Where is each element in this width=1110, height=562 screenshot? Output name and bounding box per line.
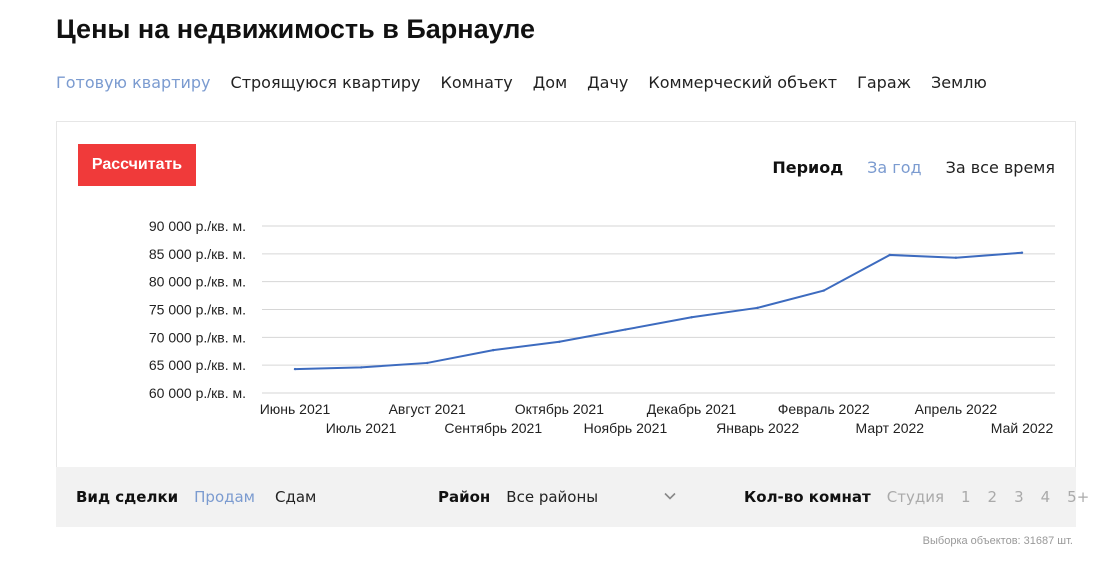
x-tick-label: Август 2021 [389,401,466,417]
x-tick-label: Май 2022 [991,420,1054,436]
y-tick-label: 90 000 р./кв. м. [149,218,246,234]
district-filter: Район Все районы [438,467,598,527]
x-tick-label: Март 2022 [856,420,925,436]
x-tick-label: Апрель 2022 [915,401,998,417]
rooms-option-1[interactable]: 1 [960,488,971,506]
data-point [293,367,297,371]
property-type-tabs: Готовую квартиру Строящуюся квартиру Ком… [56,73,1007,92]
x-tick-label: Июль 2021 [326,420,397,436]
sample-count: Выборка объектов: 31687 шт. [922,535,1073,547]
tab-garage[interactable]: Гараж [857,73,912,92]
tab-room[interactable]: Комнату [440,73,513,92]
page-title: Цены на недвижимость в Барнауле [56,14,536,44]
period-selector: Период За год За все время [772,158,1055,177]
deal-type-label: Вид сделки [76,488,179,506]
x-tick-label: Июнь 2021 [260,401,331,417]
data-point [624,328,627,331]
y-tick-label: 60 000 р./кв. м. [149,385,246,401]
x-tick-label: Ноябрь 2021 [584,420,668,436]
tab-ready-apartment[interactable]: Готовую квартиру [56,73,211,92]
tab-house[interactable]: Дом [532,73,568,92]
data-point [558,340,561,343]
data-point [690,316,693,319]
data-point [756,306,759,310]
y-tick-label: 75 000 р./кв. м. [149,302,246,318]
data-point [954,256,958,259]
data-point [1020,251,1024,254]
x-tick-label: Октябрь 2021 [515,401,605,417]
y-tick-label: 85 000 р./кв. м. [149,246,246,262]
deal-option-sell[interactable]: Продам [194,488,255,506]
data-point [822,289,825,292]
district-label: Район [438,488,491,506]
period-label: Период [772,158,844,177]
tab-dacha[interactable]: Дачу [587,73,629,92]
rooms-option-studio[interactable]: Студия [886,488,944,506]
series-line [294,251,1023,371]
rooms-option-3[interactable]: 3 [1014,488,1024,506]
deal-type-filter: Вид сделки Продам Сдам [76,467,336,527]
period-option-year[interactable]: За год [867,158,922,177]
rooms-option-5-plus[interactable]: 5+ [1067,488,1090,506]
x-tick-label: Декабрь 2021 [647,401,737,417]
tab-new-building[interactable]: Строящуюся квартиру [230,73,421,92]
data-point [425,361,429,365]
y-tick-label: 65 000 р./кв. м. [149,357,246,373]
district-select[interactable]: Все районы [506,488,599,506]
y-tick-label: 80 000 р./кв. м. [149,274,246,290]
rooms-option-4[interactable]: 4 [1040,488,1051,506]
tab-land[interactable]: Землю [931,73,987,92]
tab-commercial[interactable]: Коммерческий объект [648,73,838,92]
chevron-down-icon[interactable] [664,490,676,502]
price-chart-card: 60 000 р./кв. м. 65 000 р./кв. м. 70 000 р… [56,121,1076,467]
data-point [359,366,363,369]
x-tick-label: Февраль 2022 [778,401,870,417]
period-option-all-time[interactable]: За все время [945,158,1055,177]
rooms-label: Кол-во комнат [744,488,871,506]
data-point [492,348,495,352]
rooms-filter: Кол-во комнат Студия 1 2 3 4 5+ [744,467,1089,527]
y-tick-label: 70 000 р./кв. м. [149,329,246,345]
data-point [888,253,892,257]
x-tick-label: Сентябрь 2021 [444,420,542,436]
calculate-button[interactable]: Рассчитать [78,144,196,186]
deal-option-rent[interactable]: Сдам [275,488,317,506]
rooms-option-2[interactable]: 2 [987,488,998,506]
x-tick-label: Январь 2022 [716,420,799,436]
filter-bar: Вид сделки Продам Сдам Район Все районы … [56,467,1089,527]
price-line-chart: 60 000 р./кв. м. 65 000 р./кв. м. 70 000 р… [149,218,1055,436]
